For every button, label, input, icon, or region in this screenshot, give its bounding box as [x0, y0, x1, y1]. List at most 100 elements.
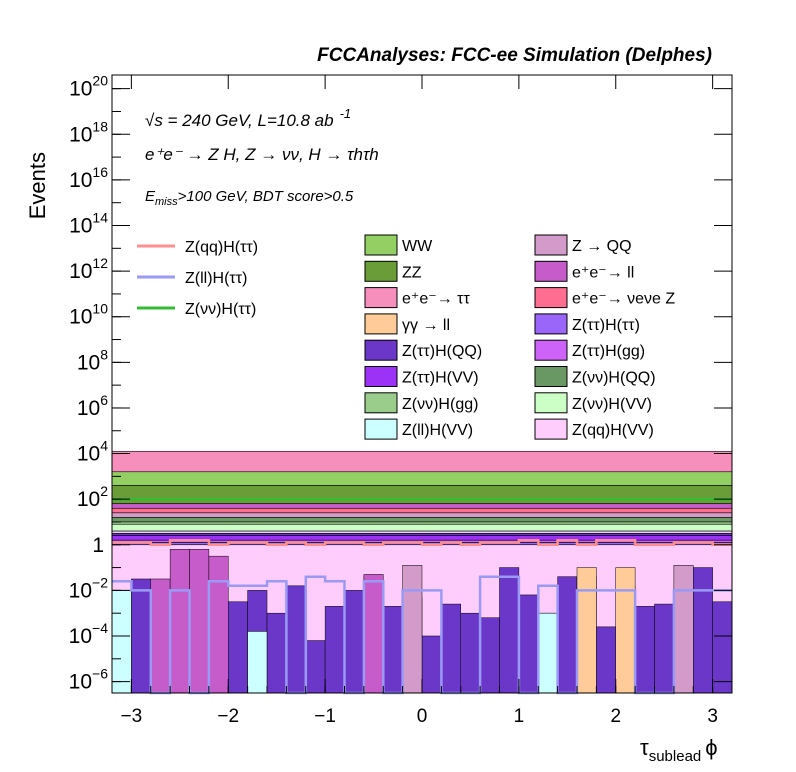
legend-fill-label-14: Z(ll)H(VV): [402, 422, 473, 439]
low-bin-0-21: [518, 594, 539, 694]
y-tick-label-7: 108: [77, 346, 108, 374]
legend-fill-label-3: e⁺e⁻→ ll: [572, 264, 634, 281]
y-tick-label-2: 10−2: [69, 574, 109, 602]
x-tick-label-1: −2: [217, 706, 239, 727]
low-bin-0-12: [344, 590, 365, 694]
low-bin-0-1: [131, 578, 151, 694]
low-bin-0-31: [712, 601, 733, 694]
low-bin-3-7: [247, 631, 268, 694]
legend-fill-label-6: γγ → ll: [402, 317, 450, 334]
y-tick-label-11: 1016: [69, 164, 108, 192]
low-bin-0-30: [693, 567, 713, 694]
legend-fill-label-8: Z(ττ)H(QQ): [402, 343, 482, 360]
low-bin-1-4: [189, 549, 210, 694]
stack-band-1: [111, 471, 733, 486]
legend-line-label-2: Z(νν)H(ττ): [185, 301, 256, 318]
low-bin-0-6: [228, 601, 248, 694]
low-bin-0-9: [286, 585, 306, 694]
y-tick-label-12: 1018: [69, 118, 108, 146]
low-bin-4-24: [576, 567, 597, 694]
legend-fill-swatch-14: [364, 418, 398, 440]
svg-text:Events: Events: [25, 152, 50, 219]
low-bin-0-19: [479, 617, 500, 694]
legend-fill-label-13: Z(νν)H(VV): [572, 396, 652, 413]
legend-fill-swatch-12: [364, 392, 398, 414]
y-tick-label-4: 102: [77, 483, 108, 511]
stack-band-2: [111, 485, 733, 505]
low-bin-3-22: [538, 612, 558, 694]
legend-fill-label-12: Z(νν)H(gg): [402, 396, 478, 413]
legend-fill-label-2: ZZ: [402, 264, 422, 281]
legend-fill-swatch-4: [364, 287, 398, 309]
low-bin-4-26: [615, 567, 636, 694]
annotation-process: e⁺e⁻ → Z H, Z → νν, H → τhτh: [145, 145, 379, 164]
x-tick-label-0: −3: [121, 706, 143, 727]
legend-fill-swatch-7: [534, 313, 568, 335]
legend-fill-swatch-3: [534, 260, 568, 282]
low-bin-0-25: [596, 626, 616, 694]
legend-fill-swatch-0: [364, 234, 398, 256]
legend-fill-label-5: e⁺e⁻→ νeνe Z: [572, 291, 675, 308]
legend-fill-swatch-13: [534, 392, 568, 414]
legend-fill-label-15: Z(qq)H(VV): [572, 422, 654, 439]
stack-band-8: [111, 523, 733, 532]
legend-fill-label-10: Z(ττ)H(VV): [402, 370, 479, 387]
legend-fill-label-4: e⁺e⁻→ ττ: [402, 291, 470, 308]
stack-band-4: [111, 507, 733, 514]
y-tick-label-8: 1010: [69, 301, 108, 329]
low-bin-0-16: [421, 635, 442, 694]
stack-band-9: [111, 530, 733, 534]
legend-fill-swatch-2: [364, 260, 398, 282]
legend-fill-swatch-15: [534, 418, 568, 440]
series-line-0: [112, 538, 732, 547]
low-bin-0-20: [499, 567, 520, 694]
y-tick-label-3: 1: [92, 534, 104, 557]
low-bin-0-23: [557, 576, 578, 694]
stack-band-7: [111, 521, 733, 525]
legend-line-label-1: Z(ll)H(ττ): [185, 270, 247, 287]
legend-fill-label-9: Z(ττ)H(gg): [572, 343, 645, 360]
legend-fill-swatch-8: [364, 339, 398, 361]
svg-text:√s = 240 GeV, L=10.8 ab-1: √s = 240 GeV, L=10.8 ab -1: [145, 106, 351, 130]
x-tick-label-4: 1: [514, 706, 525, 727]
stack-band-6: [111, 517, 733, 523]
legend-fill-swatch-1: [534, 234, 568, 256]
low-bin-2-15: [402, 565, 423, 694]
low-bin-3-0: [111, 590, 132, 694]
low-bin-1-13: [363, 574, 384, 694]
legend-fill-swatch-11: [534, 366, 568, 387]
legend-line-label-0: Z(qq)H(ττ): [185, 239, 258, 256]
low-bin-0-14: [383, 606, 403, 694]
y-tick-label-9: 1012: [69, 255, 108, 283]
y-tick-label-5: 104: [77, 438, 108, 466]
low-bin-0-8: [266, 612, 287, 694]
annotation-selection: Emiss>100 GeV, BDT score>0.5: [145, 188, 354, 208]
low-bin-0-17: [441, 603, 461, 694]
low-bin-0-10: [305, 640, 326, 694]
legend-fill-swatch-10: [364, 366, 398, 387]
stack-band-10: [111, 533, 733, 536]
legend-fill-swatch-9: [534, 339, 568, 361]
y-tick-label-0: 10−6: [69, 666, 109, 694]
legend-fill-label-1: Z → QQ: [572, 238, 632, 255]
plot-area: −3 −2 −1 0 1 2 3 10−6 10−4 10−2 1 102 104 106 108 1010 1…: [69, 73, 733, 727]
legend-fill-label-11: Z(νν)H(QQ): [572, 370, 656, 387]
legend-fill-swatch-5: [534, 287, 568, 309]
chart-title: FCCAnalyses: FCC-ee Simulation (Delphes): [317, 45, 712, 66]
legend-lines: Z(qq)H(ττ) Z(ll)H(ττ) Z(νν)H(ττ): [137, 239, 258, 318]
x-tick-label-3: 0: [417, 706, 428, 727]
x-axis-label: τsublead ϕ: [640, 735, 718, 765]
low-bin-1-3: [169, 549, 190, 694]
y-axis-label: Events: [25, 152, 50, 219]
low-bin-2-29: [673, 565, 694, 694]
low-bin-0-27: [634, 606, 655, 694]
legend-fills: WW Z → QQ ZZ e⁺e⁻→ ll e⁺e⁻→ ττ e⁺e⁻→ νeνe Z γγ…: [364, 234, 675, 440]
annotation-energy: √s = 240 GeV, L=10.8 ab -1: [145, 106, 351, 130]
low-bin-0-11: [324, 606, 345, 694]
legend-fill-label-0: WW: [402, 238, 433, 255]
legend-fill-swatch-6: [364, 313, 398, 335]
low-bin-1-5: [208, 555, 229, 694]
svg-text:e⁺e⁻ → Z H, Z → νν, H → τhτh: e⁺e⁻ → Z H, Z → νν, H → τhτh: [145, 145, 379, 164]
y-tick-label-10: 1014: [69, 210, 108, 238]
